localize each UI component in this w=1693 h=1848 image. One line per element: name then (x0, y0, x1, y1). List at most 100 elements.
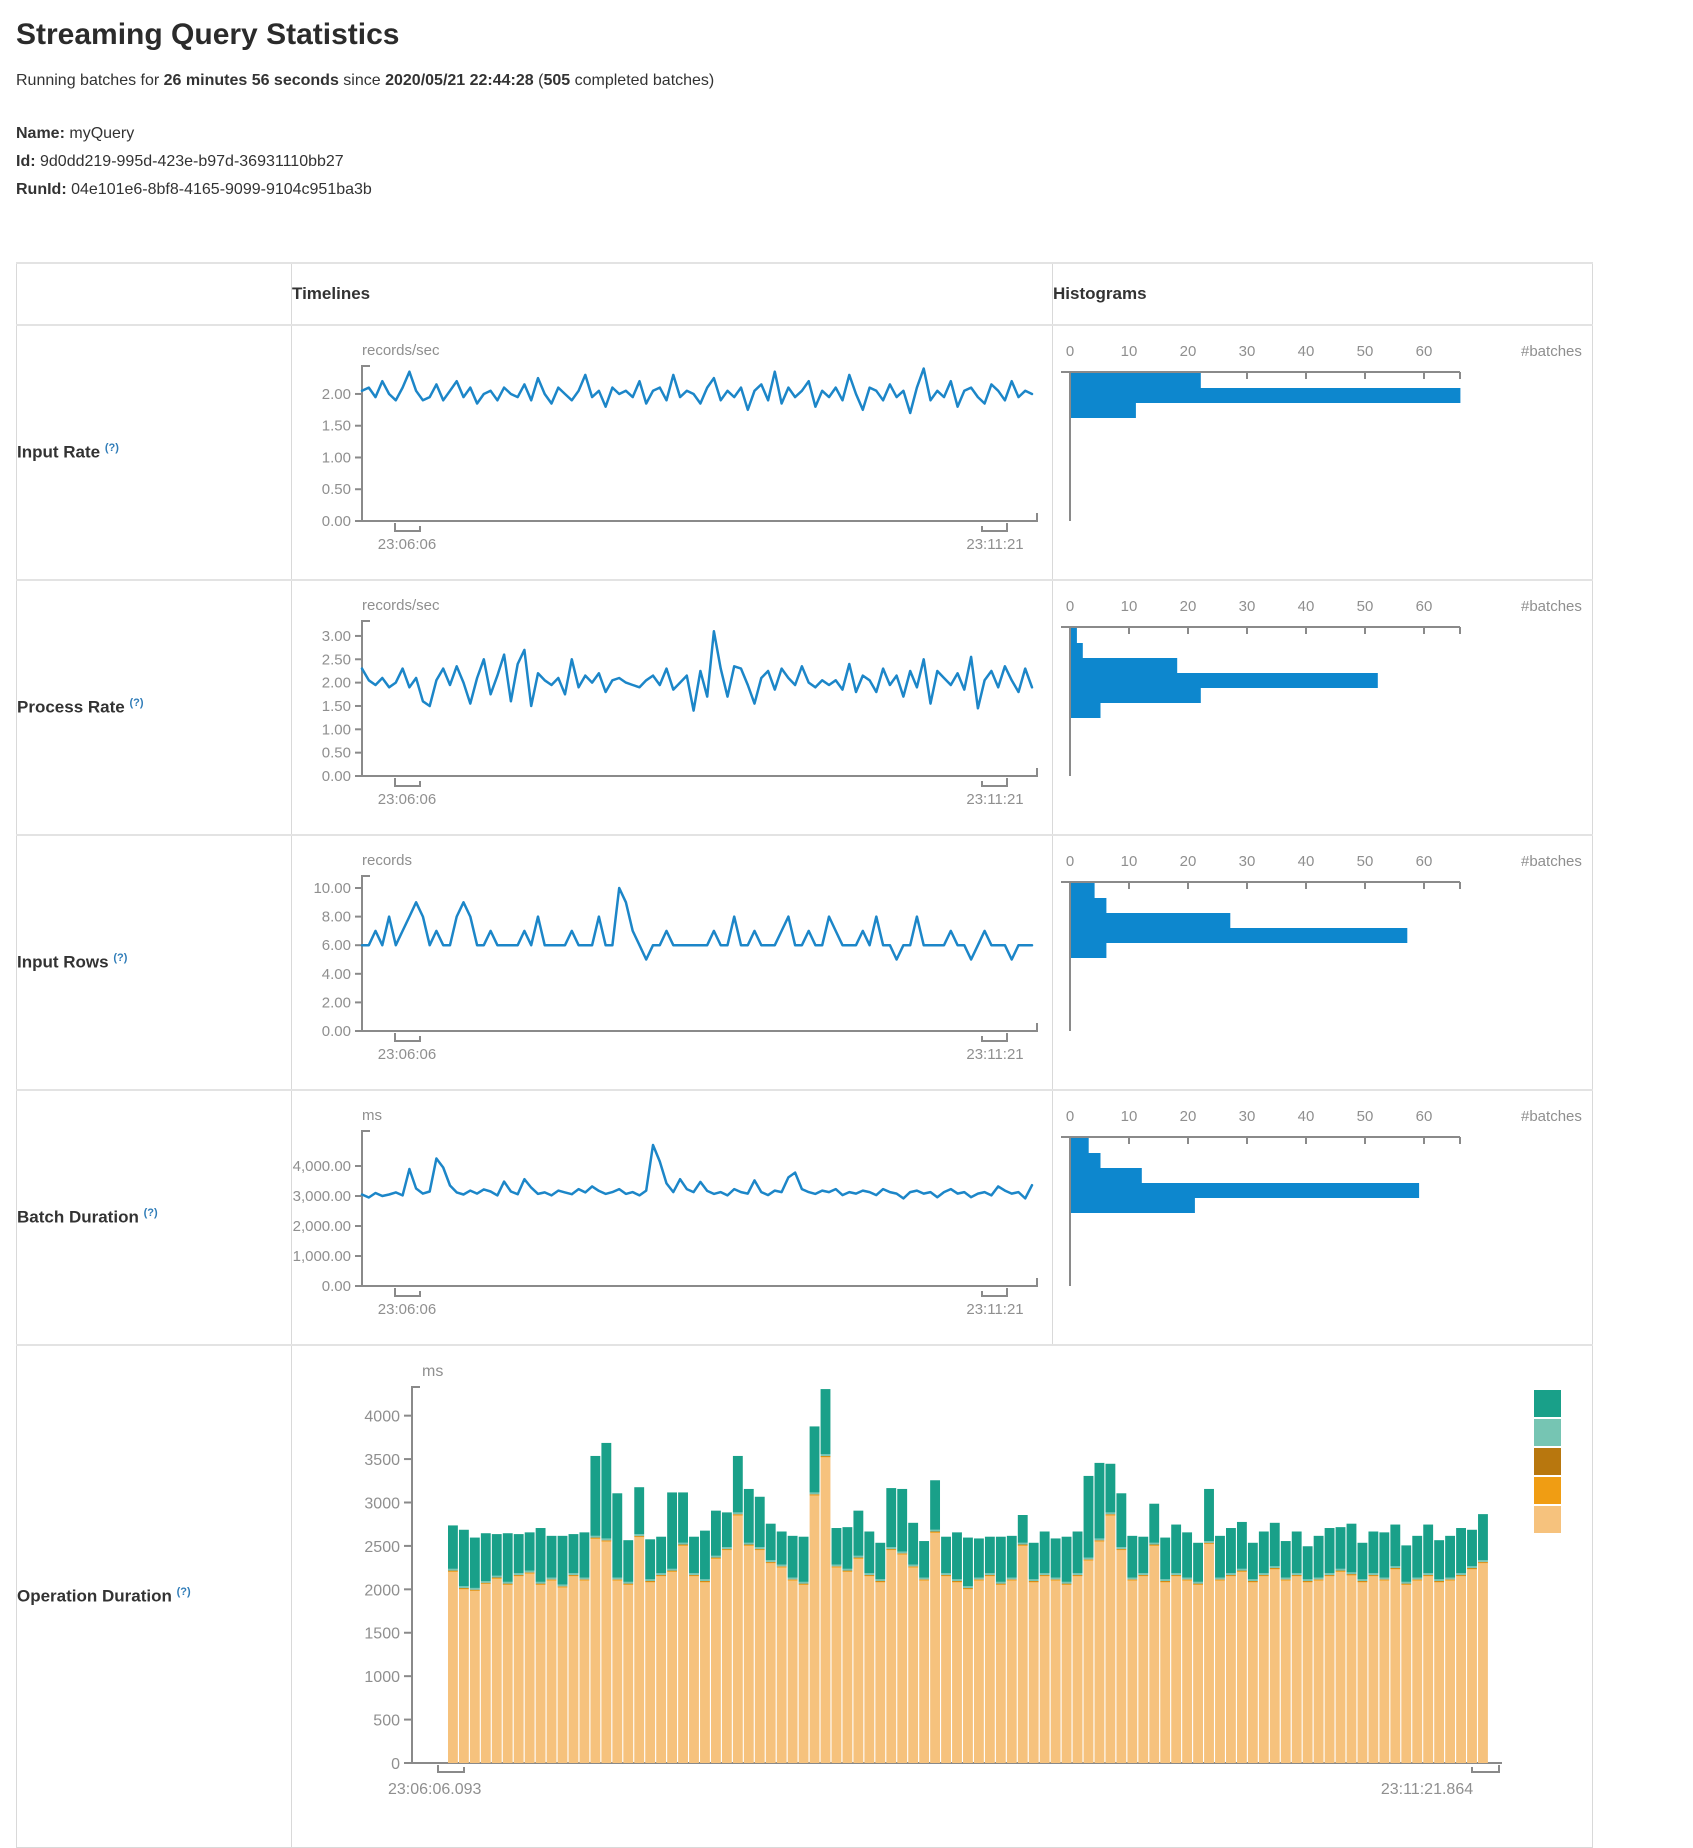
operation-duration-legend (1534, 1390, 1561, 1533)
svg-text:10: 10 (1121, 1108, 1138, 1125)
help-icon[interactable]: (?) (104, 442, 119, 455)
stats-table: Timelines Histograms Input Rate (?) reco… (16, 262, 1593, 1848)
svg-text:40: 40 (1298, 853, 1315, 870)
svg-text:4.00: 4.00 (322, 966, 351, 983)
svg-text:0.00: 0.00 (322, 1023, 351, 1040)
svg-text:10: 10 (1121, 343, 1138, 360)
svg-text:50: 50 (1357, 1108, 1374, 1125)
table-row: Operation Duration (?) ms 4000 3500 3000 250… (16, 1344, 1593, 1848)
header-timelines: Timelines (291, 262, 1053, 326)
svg-text:0: 0 (391, 1756, 400, 1773)
svg-text:30: 30 (1239, 853, 1256, 870)
help-icon[interactable]: (?) (129, 697, 144, 710)
svg-text:0.50: 0.50 (322, 481, 351, 498)
query-name-value: myQuery (69, 125, 135, 142)
row-label-text: Input Rows (17, 952, 109, 972)
svg-text:2000: 2000 (364, 1582, 400, 1599)
svg-text:0: 0 (1066, 1108, 1074, 1125)
since-word: since (343, 72, 381, 89)
svg-text:4,000.00: 4,000.00 (293, 1158, 351, 1175)
query-info: Name: myQuery Id: 9d0dd219-995d-423e-b97… (16, 120, 1593, 204)
svg-text:2.50: 2.50 (322, 651, 351, 668)
row-label-text: Operation Duration (17, 1586, 172, 1606)
query-id-label: Id: (16, 153, 36, 170)
svg-text:records/sec: records/sec (362, 597, 440, 614)
svg-text:1500: 1500 (364, 1626, 400, 1643)
query-name-line: Name: myQuery (16, 120, 1593, 148)
svg-text:23:11:21: 23:11:21 (966, 1301, 1023, 1318)
svg-text:#batches: #batches (1521, 1108, 1582, 1125)
svg-text:0.50: 0.50 (322, 745, 351, 762)
svg-text:20: 20 (1180, 598, 1197, 615)
query-runid-value: 04e101e6-8bf8-4165-9099-9104c951ba3b (71, 181, 372, 198)
svg-text:60: 60 (1416, 1108, 1433, 1125)
svg-text:2,000.00: 2,000.00 (293, 1218, 351, 1235)
start-timestamp: 2020/05/21 22:44:28 (385, 72, 534, 89)
row-label-batch-duration: Batch Duration (?) (16, 1089, 292, 1346)
query-runid-label: RunId: (16, 181, 67, 198)
svg-text:1.50: 1.50 (322, 418, 351, 435)
paren-open: ( (538, 72, 544, 89)
operation-duration-stacked-chart: ms 4000 3500 3000 2500 2000 1500 1000 500 0 23:06:… (291, 1344, 1593, 1848)
svg-text:500: 500 (373, 1713, 400, 1730)
row-label-text: Process Rate (17, 697, 125, 717)
svg-text:50: 50 (1357, 343, 1374, 360)
svg-text:10: 10 (1121, 853, 1138, 870)
completed-batches-count: 505 (543, 72, 571, 89)
header-histograms: Histograms (1052, 262, 1593, 326)
svg-text:0: 0 (1066, 343, 1074, 360)
table-row: Batch Duration (?) ms 4,000.00 3,000.00 2,0… (16, 1089, 1593, 1346)
svg-text:ms: ms (362, 1107, 382, 1124)
batch-duration-histogram-chart: 0 10 20 30 40 50 60 #batches (1052, 1089, 1593, 1346)
svg-text:23:06:06: 23:06:06 (378, 791, 436, 808)
input-rows-histogram-chart: 0 10 20 30 40 50 60 #batches (1052, 834, 1593, 1091)
svg-text:2.00: 2.00 (322, 675, 351, 692)
batch-duration-timeline-chart: ms 4,000.00 3,000.00 2,000.00 1,000.00 0.00 23… (291, 1089, 1053, 1346)
svg-text:0: 0 (1066, 598, 1074, 615)
svg-text:3000: 3000 (364, 1495, 400, 1512)
row-label-process-rate: Process Rate (?) (16, 579, 292, 836)
query-id-value: 9d0dd219-995d-423e-b97d-36931110bb27 (40, 153, 344, 170)
svg-text:40: 40 (1298, 1108, 1315, 1125)
svg-text:10.00: 10.00 (313, 880, 351, 897)
completed-suffix: completed batches) (574, 72, 715, 89)
svg-text:records: records (362, 852, 412, 869)
query-name-label: Name: (16, 125, 65, 142)
svg-text:23:11:21.864: 23:11:21.864 (1381, 1781, 1473, 1798)
running-summary: Running batches for 26 minutes 56 second… (16, 72, 1593, 90)
help-icon[interactable]: (?) (176, 1586, 191, 1599)
svg-text:23:06:06: 23:06:06 (378, 1046, 436, 1063)
header-empty-cell (16, 262, 292, 326)
process-rate-timeline-chart: records/sec 3.00 2.50 2.00 1.50 1.00 0.50 0.00 2… (291, 579, 1053, 836)
svg-text:10: 10 (1121, 598, 1138, 615)
svg-text:23:11:21: 23:11:21 (966, 536, 1023, 553)
svg-text:60: 60 (1416, 343, 1433, 360)
svg-text:30: 30 (1239, 598, 1256, 615)
query-id-line: Id: 9d0dd219-995d-423e-b97d-36931110bb27 (16, 148, 1593, 176)
input-rate-timeline-chart: records/sec 2.00 1.50 1.00 0.50 0.00 23:06:06 2… (291, 324, 1053, 581)
row-label-text: Batch Duration (17, 1207, 139, 1227)
svg-text:3500: 3500 (364, 1452, 400, 1469)
svg-text:30: 30 (1239, 343, 1256, 360)
svg-text:23:06:06: 23:06:06 (378, 1301, 436, 1318)
help-icon[interactable]: (?) (113, 952, 128, 965)
svg-text:0: 0 (1066, 853, 1074, 870)
svg-text:50: 50 (1357, 598, 1374, 615)
svg-text:30: 30 (1239, 1108, 1256, 1125)
svg-text:3.00: 3.00 (322, 628, 351, 645)
row-label-input-rate: Input Rate (?) (16, 324, 292, 581)
svg-text:records/sec: records/sec (362, 342, 440, 359)
svg-text:23:06:06.093: 23:06:06.093 (388, 1781, 482, 1798)
svg-text:#batches: #batches (1521, 853, 1582, 870)
svg-text:60: 60 (1416, 598, 1433, 615)
svg-text:40: 40 (1298, 598, 1315, 615)
input-rows-timeline-chart: records 10.00 8.00 6.00 4.00 2.00 0.00 23:06:06… (291, 834, 1053, 1091)
svg-text:2.00: 2.00 (322, 386, 351, 403)
table-row: Process Rate (?) records/sec 3.00 2.50 2.00… (16, 579, 1593, 836)
help-icon[interactable]: (?) (143, 1207, 158, 1220)
svg-text:20: 20 (1180, 343, 1197, 360)
svg-text:0.00: 0.00 (322, 768, 351, 785)
input-rate-histogram-chart: 0 10 20 30 40 50 60 #batches (1052, 324, 1593, 581)
running-prefix: Running batches for (16, 72, 160, 89)
